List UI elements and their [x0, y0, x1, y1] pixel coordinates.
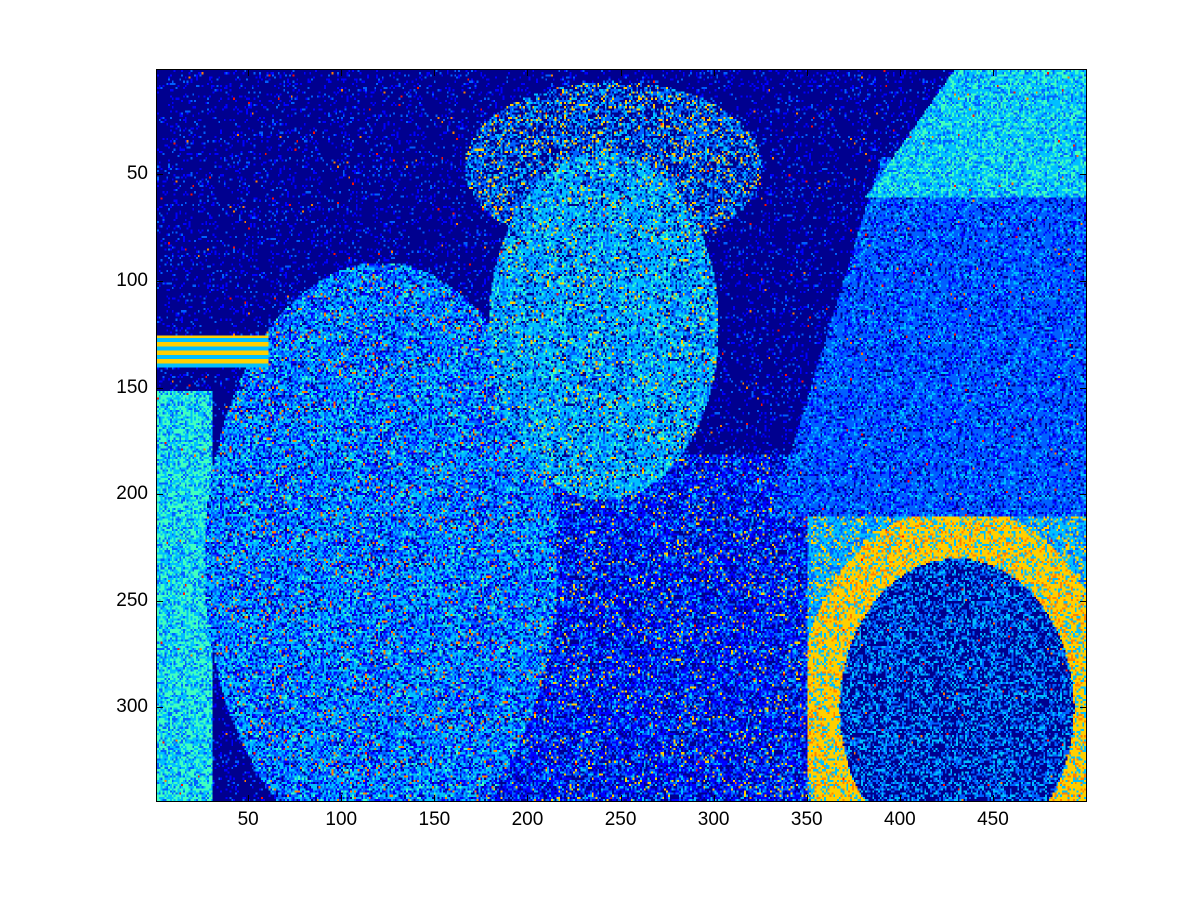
y-tick-mark [1080, 174, 1086, 176]
y-tick-label: 200 [116, 483, 148, 505]
x-tick-label: 350 [790, 809, 823, 830]
x-tick-mark [527, 795, 529, 801]
y-tick-mark [157, 281, 163, 283]
x-tick-label: 100 [325, 809, 358, 830]
x-tick-mark [527, 70, 529, 76]
heatmap-axes [156, 69, 1087, 802]
x-tick-mark [620, 70, 622, 76]
y-tick-mark [157, 387, 163, 389]
y-tick-mark [1080, 281, 1086, 283]
y-tick-mark [1080, 707, 1086, 709]
x-tick-mark [992, 70, 994, 76]
y-tick-label: 50 [126, 163, 148, 185]
y-tick-label: 100 [116, 270, 148, 292]
y-tick-mark [1080, 387, 1086, 389]
x-tick-mark [713, 70, 715, 76]
x-tick-mark [899, 795, 901, 801]
y-tick-label: 300 [116, 696, 148, 718]
x-tick-mark [434, 795, 436, 801]
x-tick-label: 250 [604, 809, 637, 830]
x-tick-mark [434, 70, 436, 76]
x-tick-label: 400 [884, 809, 916, 830]
x-tick-mark [341, 70, 343, 76]
y-tick-mark [157, 707, 163, 709]
x-tick-mark [806, 70, 808, 76]
x-tick-mark [248, 70, 250, 76]
y-tick-mark [157, 174, 163, 176]
x-tick-mark [806, 795, 808, 801]
x-tick-label: 450 [977, 809, 1009, 830]
x-tick-label: 50 [237, 809, 259, 830]
y-tick-mark [1080, 494, 1086, 496]
x-tick-mark [713, 795, 715, 801]
x-tick-label: 200 [511, 809, 544, 830]
x-tick-mark [992, 795, 994, 801]
x-tick-mark [248, 795, 250, 801]
heatmap-image [157, 70, 1086, 801]
y-tick-mark [1080, 600, 1086, 602]
y-tick-label: 150 [116, 376, 148, 398]
x-tick-mark [899, 70, 901, 76]
y-tick-mark [157, 600, 163, 602]
x-tick-label: 300 [697, 809, 730, 830]
x-tick-mark [620, 795, 622, 801]
y-tick-label: 250 [116, 589, 148, 611]
y-tick-mark [157, 494, 163, 496]
x-tick-mark [341, 795, 343, 801]
x-tick-label: 150 [418, 809, 451, 830]
